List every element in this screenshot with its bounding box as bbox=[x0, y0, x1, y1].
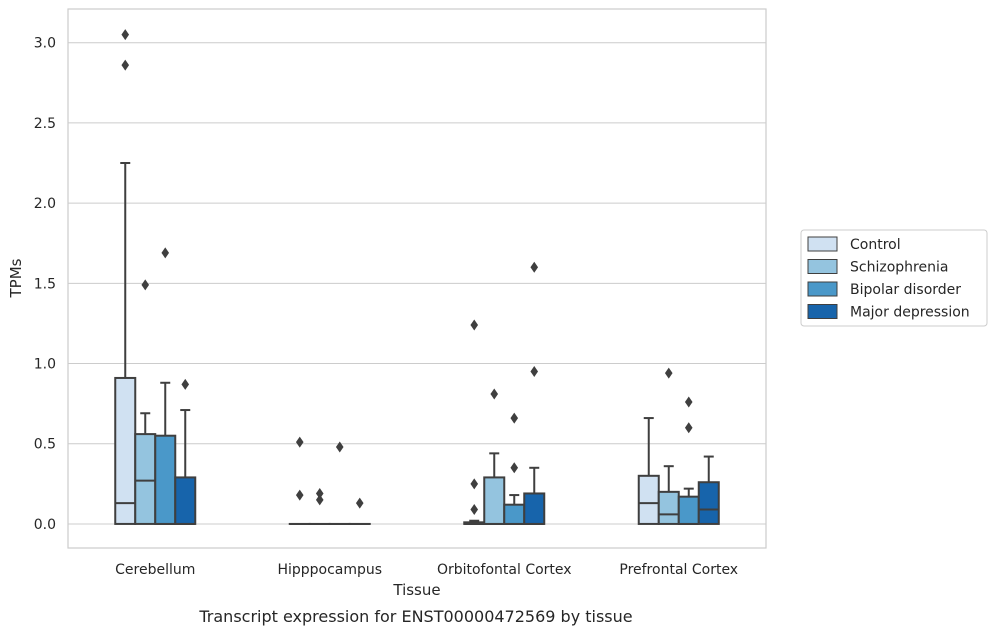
box-2-3 bbox=[523, 261, 546, 525]
outlier-point bbox=[121, 59, 130, 71]
box-body bbox=[483, 476, 506, 525]
box-1-1 bbox=[308, 487, 331, 525]
box-3-0 bbox=[637, 417, 660, 525]
outlier-point bbox=[335, 441, 344, 453]
outlier-point bbox=[490, 388, 499, 400]
x-tick-label: Hipppocampus bbox=[277, 562, 382, 578]
box-body bbox=[114, 376, 137, 525]
y-tick-label: 3.0 bbox=[34, 36, 56, 52]
box-1-2 bbox=[328, 441, 351, 525]
legend-swatch bbox=[807, 236, 838, 252]
y-tick-label: 1.0 bbox=[34, 357, 56, 373]
y-axis-ticks: 0.0 0.5 1.0 1.5 2.0 2.5 3.0 bbox=[34, 36, 56, 533]
legend: Control Schizophrenia Bipolar disorder Majo… bbox=[800, 229, 988, 327]
box-body bbox=[134, 433, 157, 525]
box-3-2 bbox=[677, 396, 700, 525]
box-2-1 bbox=[483, 388, 506, 525]
y-tick-label: 0.5 bbox=[34, 437, 56, 453]
box-body bbox=[503, 503, 526, 525]
outlier-point bbox=[161, 247, 170, 259]
outlier-point bbox=[295, 489, 304, 501]
box-body bbox=[523, 492, 546, 525]
legend-swatch bbox=[807, 281, 838, 297]
box-3-1 bbox=[657, 367, 680, 525]
legend-swatch bbox=[807, 304, 838, 319]
y-tick-label: 1.5 bbox=[34, 276, 56, 292]
outlier-point bbox=[470, 478, 479, 490]
outlier-point bbox=[510, 412, 519, 424]
y-axis-label: TPMs bbox=[7, 258, 25, 298]
box-plot-area bbox=[114, 29, 720, 525]
y-tick-label: 2.5 bbox=[34, 116, 56, 132]
outlier-point bbox=[315, 494, 324, 506]
legend-entry: Major depression bbox=[850, 305, 970, 321]
outlier-point bbox=[121, 29, 130, 41]
box-body bbox=[677, 495, 700, 525]
x-axis-ticks: Cerebellum Hipppocampus Orbitofontal Corte… bbox=[115, 562, 738, 578]
box-0-0 bbox=[114, 29, 137, 525]
box-body bbox=[174, 476, 197, 525]
outlier-point bbox=[295, 436, 304, 448]
box-0-2 bbox=[154, 247, 177, 525]
box-body bbox=[657, 490, 680, 525]
box-1-3 bbox=[348, 497, 371, 525]
outlier-point bbox=[664, 367, 673, 379]
box-2-2 bbox=[503, 412, 526, 525]
outlier-point bbox=[530, 366, 539, 378]
legend-entry: Bipolar disorder bbox=[850, 282, 961, 298]
outlier-point bbox=[355, 497, 364, 509]
outlier-point bbox=[530, 261, 539, 273]
outlier-point bbox=[684, 422, 693, 434]
box-body bbox=[697, 481, 720, 525]
x-axis-label: Tissue bbox=[392, 581, 440, 599]
box-0-3 bbox=[174, 378, 197, 525]
outlier-point bbox=[684, 396, 693, 408]
box-1-0 bbox=[288, 436, 311, 525]
outlier-point bbox=[315, 487, 324, 499]
y-tick-label: 2.0 bbox=[34, 196, 56, 212]
chart-caption: Transcript expression for ENST0000047256… bbox=[198, 607, 632, 626]
box-body bbox=[154, 434, 177, 525]
outlier-point bbox=[141, 279, 150, 291]
legend-entry: Control bbox=[850, 237, 901, 253]
box-body bbox=[637, 474, 660, 525]
legend-frame bbox=[800, 229, 988, 327]
box-2-0 bbox=[463, 319, 486, 525]
outlier-point bbox=[470, 319, 479, 331]
x-tick-label: Orbitofontal Cortex bbox=[437, 562, 572, 578]
box-3-3 bbox=[697, 455, 720, 525]
outlier-point bbox=[470, 504, 479, 515]
legend-entry: Schizophrenia bbox=[850, 260, 948, 276]
plot-frame bbox=[67, 8, 767, 549]
outlier-point bbox=[510, 462, 519, 474]
x-tick-label: Prefrontal Cortex bbox=[619, 562, 738, 578]
box-0-1 bbox=[134, 279, 157, 525]
x-tick-label: Cerebellum bbox=[115, 562, 195, 578]
legend-swatch bbox=[807, 259, 838, 274]
y-tick-label: 0.0 bbox=[34, 517, 56, 533]
outlier-point bbox=[181, 378, 190, 390]
